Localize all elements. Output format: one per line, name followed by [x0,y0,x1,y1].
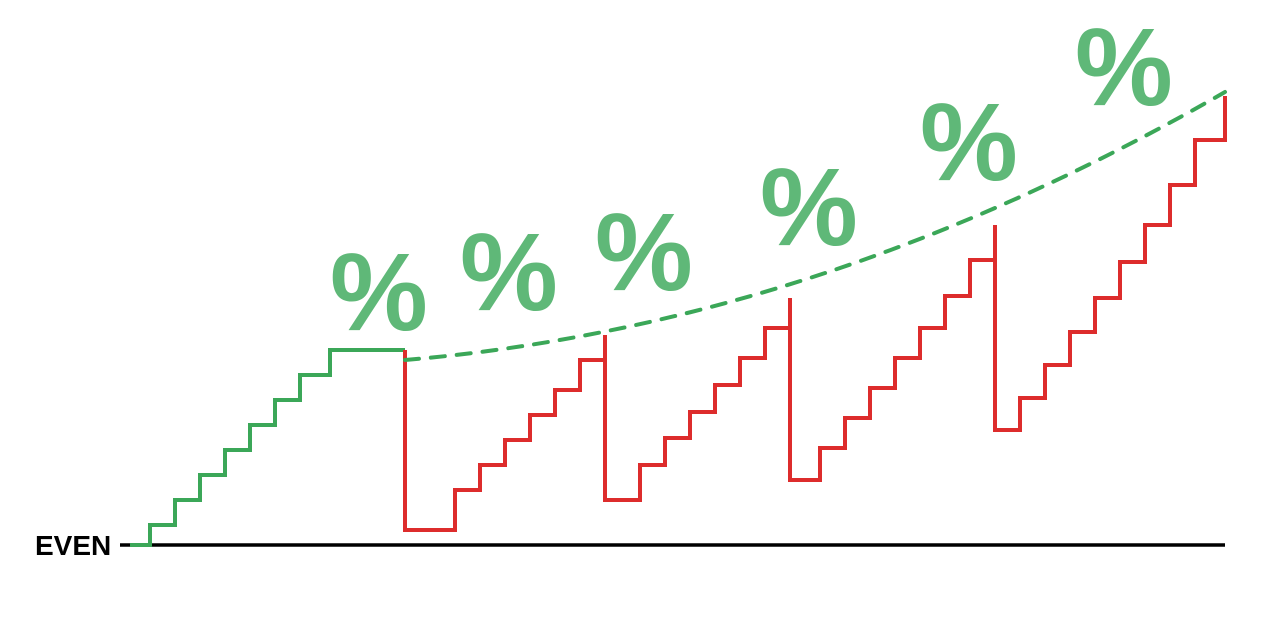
percent-icon: % [920,81,1018,204]
green-step-line [130,350,405,545]
percent-icon: % [760,146,858,269]
axis-label-even: EVEN [35,530,111,561]
percent-icon: % [460,211,558,334]
percent-icon: % [1075,6,1173,129]
percent-icon: % [595,191,693,314]
percent-icon: % [330,231,428,354]
